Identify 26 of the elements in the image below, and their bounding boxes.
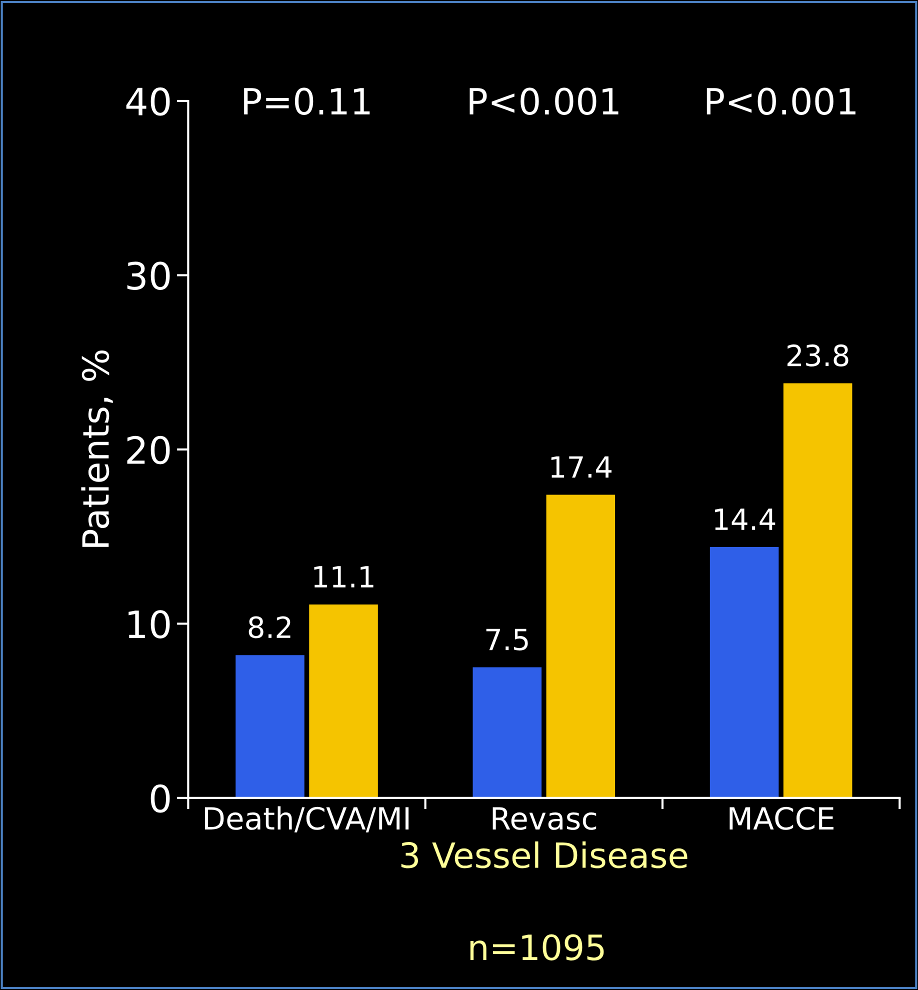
data-label: 23.8 (787, 344, 848, 366)
x-tick-label: Death/CVA/MI (204, 806, 409, 832)
x-tick-label: MACCE (730, 806, 834, 830)
bar (309, 604, 378, 798)
y-tick-label: 20 (127, 436, 170, 464)
data-label: 17.4 (551, 456, 612, 478)
bar (546, 494, 616, 798)
data-label: 8.2 (248, 616, 290, 638)
y-axis-title: Patients, % (81, 350, 113, 547)
annotation: P<0.001 (470, 88, 618, 115)
data-label: 11.1 (314, 566, 374, 588)
bar (236, 655, 304, 798)
data-label: 14.4 (715, 508, 776, 530)
bar (783, 383, 852, 798)
text: n=1095 (470, 934, 604, 960)
x-tick-label: Revasc (492, 807, 596, 830)
y-tick-label: 0 (150, 784, 170, 813)
data-label: 7.5 (486, 628, 528, 650)
bar (472, 667, 542, 798)
annotation: P<0.001 (706, 88, 856, 115)
bar (710, 547, 779, 798)
y-tick-label: 10 (128, 610, 170, 638)
y-tick-label: 30 (127, 262, 170, 290)
y-tick-label: 40 (126, 87, 170, 116)
x-axis-title: 3 Vessel Disease (401, 841, 688, 868)
annotation: P=0.11 (244, 88, 370, 115)
